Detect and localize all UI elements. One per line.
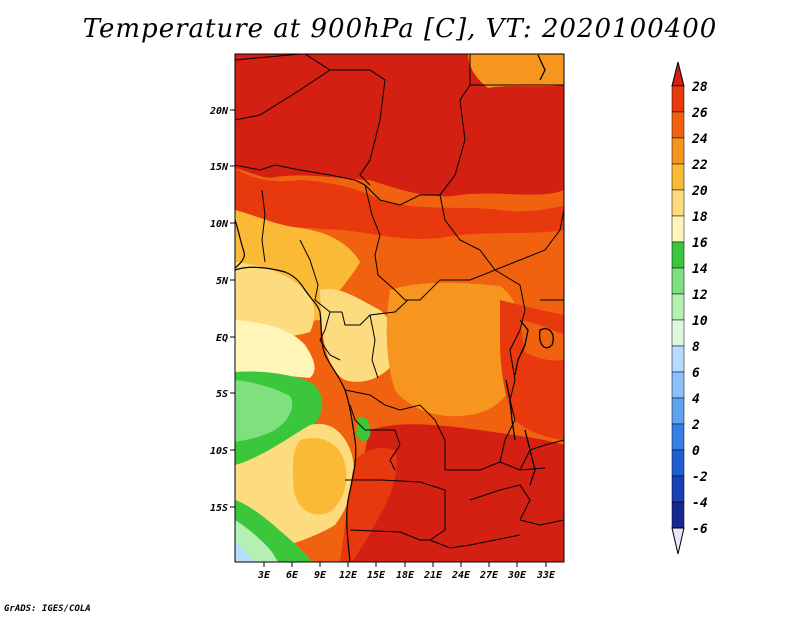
colorbar-label: 10 [692,314,708,329]
colorbar-segment [671,449,685,477]
lon-label: 9E [314,570,327,581]
longitude-axis: 3E 6E 9E 12E 15E 18E 21E 24E 27E 30E 33E [257,562,556,581]
zone-above-28-north [235,54,564,197]
coastline [235,219,357,562]
lat-label: 10S [210,446,228,457]
lon-label: 18E [396,570,415,581]
lat-label: 10N [210,219,229,230]
lon-label: 27E [479,570,499,581]
colorbar-label: -6 [692,522,708,537]
lon-label: 3E [257,570,271,581]
zone-16-18-ocean [235,320,315,378]
colorbar-label: 14 [692,262,708,277]
zone-10-12-south [235,520,278,562]
colorbar-label: 6 [692,366,700,381]
lat-label: 15N [210,162,229,173]
colorbar-label: 2 [691,418,700,433]
colorbar-segment [671,215,685,243]
colorbar-segment [671,423,685,451]
colorbar-segment [671,475,685,503]
lat-label: 5S [216,389,228,400]
lon-label: 15E [367,570,386,581]
lon-label: 33E [536,570,556,581]
map-frame [234,53,565,563]
colorbar-label: 16 [692,236,708,251]
zone-26-28-band [235,168,564,239]
colorbar-label: 22 [691,158,708,173]
zone-above-28-south [350,424,564,562]
zone-26-28-south [340,448,397,562]
zone-18-20-gulf [235,262,315,342]
colorbar-bottom-arrow [671,527,685,555]
colorbar-label: 20 [691,184,708,199]
colorbar-label: 4 [692,392,700,407]
lon-label: 12E [339,570,358,581]
lat-label: 5N [216,276,229,287]
colorbar-segment [671,241,685,269]
colorbar-label: 18 [692,210,708,225]
colorbar-segment [671,137,685,165]
lat-label: EQ [216,333,228,344]
lat-label: 15S [210,503,228,514]
zone-22-24-central [386,282,522,417]
colorbar-segment [671,345,685,373]
map-title: Temperature at 900hPa [C], VT: 202010040… [82,14,718,44]
colorbar: 28 26 24 22 20 18 16 14 12 10 8 6 4 2 0 … [671,61,708,555]
zone-20-22-south [292,438,347,515]
lakes [505,54,554,486]
grads-credit: GrADS: IGES/COLA [4,604,91,614]
zone-14-16-inland [356,417,371,442]
colorbar-segment [671,371,685,399]
lon-label: 24E [451,570,471,581]
colorbar-label: 0 [692,444,700,459]
colorbar-segment [671,111,685,139]
colorbar-label: 12 [692,288,708,303]
country-borders [235,54,564,549]
colorbar-segment [671,501,685,529]
zone-22-24-topright [468,54,564,88]
colorbar-segment [671,189,685,217]
colorbar-label: 28 [691,80,708,95]
zone-24-26-east [520,320,564,361]
colorbar-segment [671,319,685,347]
colorbar-segment [671,267,685,295]
lon-label: 6E [286,570,299,581]
zone-6-8-south [235,542,254,562]
lat-label: 20N [209,106,229,117]
colorbar-label: -4 [692,496,708,511]
colorbar-label: 8 [692,340,700,355]
colorbar-segment [671,293,685,321]
colorbar-segment [671,397,685,425]
colorbar-segment [671,85,685,113]
lon-label: 21E [423,570,443,581]
colorbar-label: -2 [692,470,708,485]
zone-12-14-ocean [235,380,293,442]
lon-label: 30E [507,570,527,581]
latitude-axis: 20N 15N 10N 5N EQ 5S 10S 15S [209,106,235,514]
colorbar-segment [671,163,685,191]
colorbar-label: 26 [691,106,708,121]
colorbar-top-arrow [671,61,685,87]
colorbar-label: 24 [691,132,708,147]
